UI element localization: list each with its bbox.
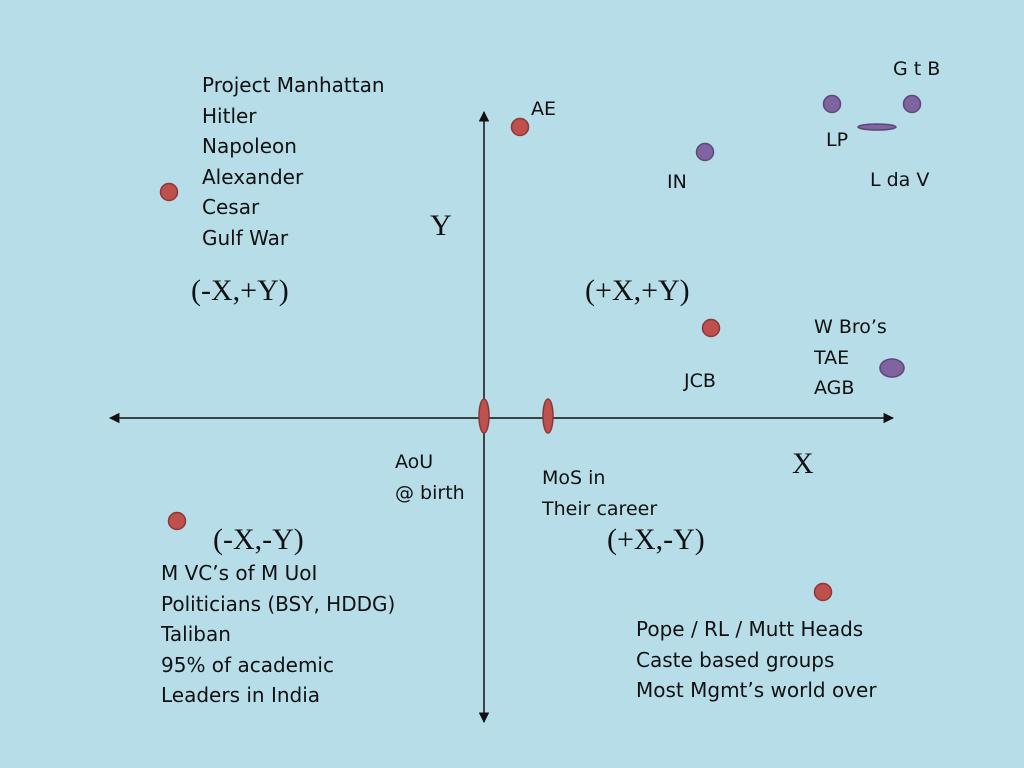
list-item: Leaders in India [161, 683, 321, 707]
list-item: Hitler [202, 103, 257, 128]
list-item: Most Mgmt’s world over [636, 678, 877, 702]
marker-gtb-right [902, 94, 922, 114]
list-item: Caste based groups [636, 647, 835, 672]
mos-list: MoS in Their career [542, 463, 657, 524]
list-item: Napoleon [202, 134, 297, 158]
aou-list: AoU @ birth [395, 447, 465, 508]
list-item: Alexander [202, 164, 304, 189]
marker-top-left-list [159, 182, 179, 202]
list-item: 95% of academic [161, 652, 334, 677]
x-axis-label: X [792, 447, 814, 480]
bottom-left-list: M VC’s of M UoI Politicians (BSY, HDDG) … [161, 558, 395, 711]
marker-aou [478, 398, 490, 434]
label-in: IN [667, 171, 687, 193]
list-item: AoU [395, 451, 434, 473]
label-gtb: G t B [893, 58, 941, 80]
top-left-list: Project Manhattan Hitler Napoleon Alexan… [202, 70, 385, 253]
wbro-list: W Bro’s TAE AGB [814, 312, 887, 404]
quadrant-top-right-label: (+X,+Y) [585, 274, 690, 307]
list-item: TAE [814, 346, 850, 369]
list-item: AGB [814, 377, 855, 399]
quadrant-top-left-label: (-X,+Y) [191, 274, 289, 307]
marker-bottom-left-list [167, 511, 187, 531]
marker-in [695, 142, 715, 162]
quadrant-bottom-right-label: (+X,-Y) [607, 523, 705, 556]
marker-bottom-right-list [813, 582, 833, 602]
y-axis-label: Y [430, 209, 452, 242]
marker-ae [510, 117, 530, 137]
list-item: W Bro’s [814, 316, 887, 338]
list-item: Politicians (BSY, HDDG) [161, 591, 396, 616]
list-item: M VC’s of M UoI [161, 561, 318, 585]
label-ae: AE [531, 98, 557, 120]
marker-gtb-left [822, 94, 842, 114]
list-item: Their career [542, 497, 658, 520]
quadrant-bottom-left-label: (-X,-Y) [213, 523, 304, 556]
marker-wbro [879, 358, 905, 378]
marker-jcb [701, 318, 721, 338]
list-item: Project Manhattan [202, 73, 385, 97]
list-item: Pope / RL / Mutt Heads [636, 617, 864, 641]
list-item: MoS in [542, 467, 606, 489]
label-jcb: JCB [684, 370, 716, 392]
marker-mos [542, 398, 554, 434]
list-item: Cesar [202, 195, 260, 219]
list-item: @ birth [395, 481, 465, 504]
list-item: Gulf War [202, 225, 289, 250]
label-lp: LP [826, 129, 849, 151]
marker-lp [857, 123, 897, 131]
label-ldav: L da V [870, 169, 930, 191]
bottom-right-list: Pope / RL / Mutt Heads Caste based group… [636, 614, 877, 706]
list-item: Taliban [161, 622, 231, 646]
